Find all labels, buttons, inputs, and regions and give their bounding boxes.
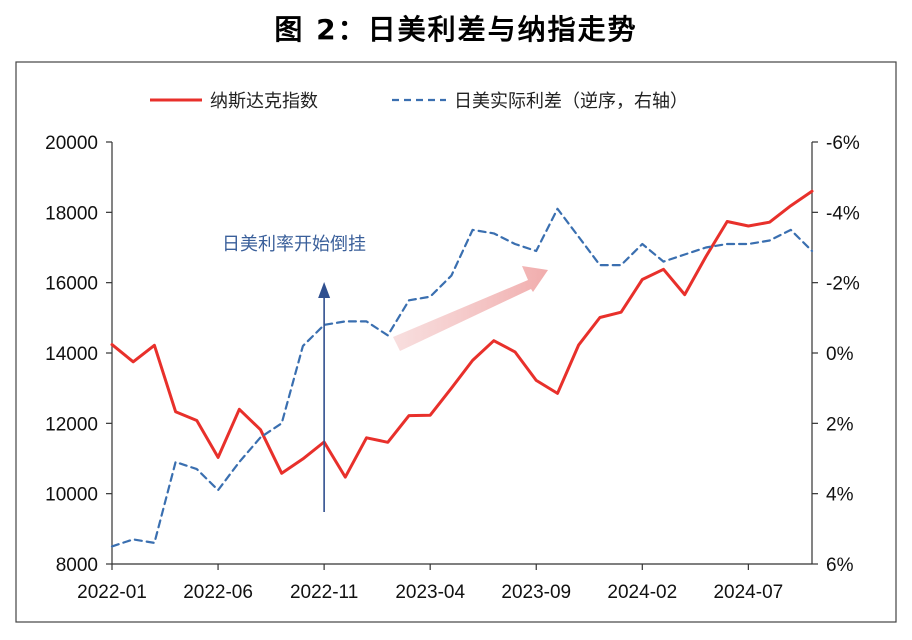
annotation-arrow-head [318, 282, 331, 298]
right-tick-label: 6% [826, 555, 854, 576]
x-tick-label: 2023-09 [501, 582, 571, 603]
legend-label-spread: 日美实际利差（逆序，右轴） [454, 91, 688, 112]
left-tick-label: 8000 [56, 555, 98, 576]
left-tick-label: 10000 [45, 485, 98, 506]
annotation-text: 日美利率开始倒挂 [222, 234, 366, 255]
right-tick-label: -6% [826, 133, 860, 154]
left-tick-label: 20000 [45, 133, 98, 154]
right-tick-label: 0% [826, 344, 854, 365]
x-tick-label: 2023-04 [395, 582, 465, 603]
right-tick-label: -4% [826, 203, 860, 224]
x-tick-label: 2022-06 [183, 582, 253, 603]
left-tick-label: 16000 [45, 274, 98, 295]
figure-title: 图 2：日美利差与纳指走势 [274, 13, 638, 46]
annotation: 日美利率开始倒挂 [222, 234, 366, 512]
right-tick-label: -2% [826, 274, 860, 295]
chart-frame [15, 61, 897, 623]
left-tick-label: 12000 [45, 414, 98, 435]
left-tick-label: 14000 [45, 344, 98, 365]
x-tick-label: 2022-11 [290, 582, 358, 603]
axes: 8000 10000 12000 14000 16000 18000 20000 6% 4% 2%… [45, 133, 860, 603]
x-tick-label: 2022-01 [77, 582, 147, 603]
left-tick-label: 18000 [45, 203, 98, 224]
series-layer [110, 189, 814, 548]
series-line-nasdaq [110, 189, 814, 479]
trend-arrow [393, 266, 548, 351]
x-tick-label: 2024-07 [713, 582, 783, 603]
right-tick-label: 2% [826, 414, 854, 435]
series-line-spread [110, 207, 814, 548]
x-tick-label: 2024-02 [607, 582, 677, 603]
legend: 纳斯达克指数 日美实际利差（逆序，右轴） [150, 91, 688, 112]
right-tick-label: 4% [826, 485, 854, 506]
legend-label-nasdaq: 纳斯达克指数 [210, 91, 318, 112]
